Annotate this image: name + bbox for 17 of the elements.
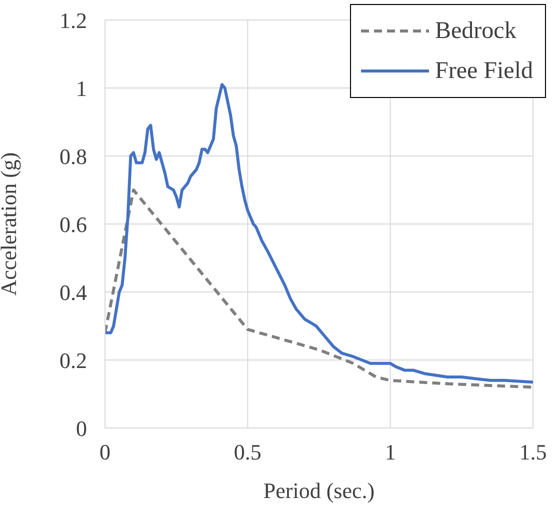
y-tick-label: 0.4: [60, 280, 87, 305]
y-tick-label: 1.2: [60, 8, 87, 33]
x-axis-title: Period (sec.): [263, 478, 375, 503]
y-tick-label: 0.8: [60, 144, 87, 169]
y-tick-label: 1: [76, 76, 87, 101]
y-axis-title: Acceleration (g): [0, 152, 21, 296]
legend-label: Bedrock: [435, 18, 516, 44]
x-tick-label: 0: [100, 440, 110, 465]
x-tick-label: 1: [384, 440, 396, 465]
line-series: [105, 83, 533, 384]
legend-label: Free Field: [435, 58, 533, 84]
x-tick-label: 1.5: [519, 440, 547, 465]
line-series: [105, 188, 533, 389]
y-tick-label: 0: [76, 416, 87, 441]
y-tick-label: 0.2: [60, 348, 87, 373]
x-tick-label: 0.5: [234, 440, 262, 465]
y-tick-label: 0.6: [60, 212, 87, 237]
